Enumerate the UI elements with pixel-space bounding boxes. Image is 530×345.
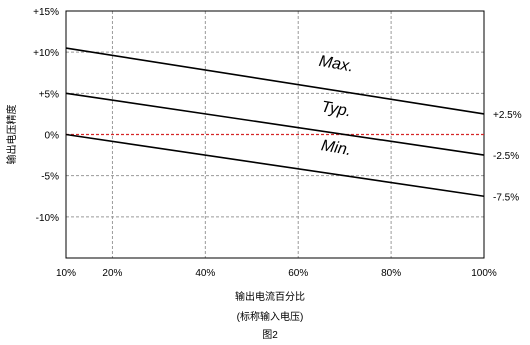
series-label-1: Typ. <box>320 99 352 121</box>
figure-caption: 图2 <box>262 329 278 341</box>
y-tick-label-4: -5% <box>41 172 59 183</box>
series-end-label-1: -2.5% <box>493 151 519 162</box>
series-line-2 <box>65 133 485 198</box>
y-tick-labels: +15% +10% +5% 0% -5% -10% <box>33 7 59 224</box>
grid-lines <box>66 11 484 258</box>
x-tick-label-1: 20% <box>102 268 122 279</box>
x-tick-label-2: 40% <box>195 268 215 279</box>
series-end-label-0: +2.5% <box>493 110 522 121</box>
x-tick-label-0: 10% <box>56 268 76 279</box>
series-line-0 <box>65 47 485 115</box>
y-tick-label-0: +15% <box>33 7 59 18</box>
y-tick-label-5: -10% <box>36 213 59 224</box>
series-line-1 <box>65 92 485 156</box>
x-tick-labels: 10% 20% 40% 60% 80% 100% <box>56 268 497 279</box>
series-label-2: Min. <box>320 137 353 159</box>
series-label-0: Max. <box>318 53 355 76</box>
y-tick-label-2: +5% <box>39 89 59 100</box>
x-axis-label: 输出电流百分比 <box>235 290 305 303</box>
series-labels: Max. Typ. Min. <box>318 53 355 159</box>
y-tick-label-1: +10% <box>33 48 59 59</box>
series-lines <box>65 47 485 198</box>
series-end-labels: +2.5% -2.5% -7.5% <box>493 110 522 203</box>
series-end-label-2: -7.5% <box>493 192 519 203</box>
y-axis-label: 输出电压精度 <box>5 105 18 165</box>
x-axis-sublabel: (标称输入电压) <box>237 310 304 323</box>
y-tick-label-3: 0% <box>45 131 60 142</box>
x-tick-label-3: 60% <box>288 268 308 279</box>
x-tick-label-5: 100% <box>471 268 497 279</box>
x-tick-label-4: 80% <box>381 268 401 279</box>
